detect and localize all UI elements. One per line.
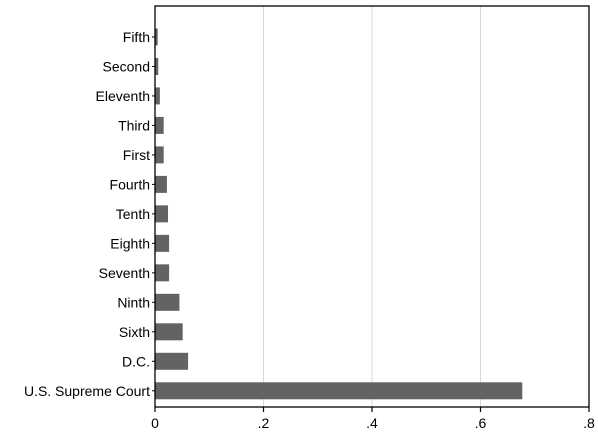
category-label: Ninth [117, 294, 150, 310]
bar [155, 323, 183, 341]
category-label: Second [103, 58, 150, 74]
category-label: Seventh [99, 265, 150, 281]
category-label: Third [118, 117, 150, 133]
bar [155, 57, 159, 75]
category-label: Fourth [110, 176, 150, 192]
x-tick-label: .4 [366, 415, 378, 431]
bar [155, 87, 160, 105]
category-label: Sixth [119, 324, 150, 340]
category-label: Tenth [116, 206, 150, 222]
bar [155, 146, 164, 164]
bar [155, 116, 164, 134]
bar [155, 234, 170, 252]
bar [155, 293, 180, 311]
bar [155, 205, 169, 223]
category-label: D.C. [122, 353, 150, 369]
category-label: Fifth [123, 29, 150, 45]
bar [155, 175, 167, 193]
category-label: First [123, 147, 150, 163]
bars [155, 28, 523, 400]
bar [155, 28, 158, 46]
x-tick-labels: 0 .2 .4 .6 .8 [151, 415, 595, 431]
bar [155, 264, 170, 282]
x-tick-label: .2 [258, 415, 270, 431]
category-labels: Fifth Second Eleventh Third First Fourth Tenth… [24, 29, 150, 399]
bar [155, 382, 523, 400]
x-tick-label: .6 [475, 415, 487, 431]
category-label: Eleventh [96, 88, 150, 104]
x-tick-label: 0 [151, 415, 159, 431]
axes [152, 5, 590, 412]
x-tick-label: .8 [583, 415, 595, 431]
bar [155, 352, 189, 370]
category-label: Eighth [110, 235, 150, 251]
grid-lines [263, 6, 590, 407]
category-label: U.S. Supreme Court [24, 383, 150, 399]
